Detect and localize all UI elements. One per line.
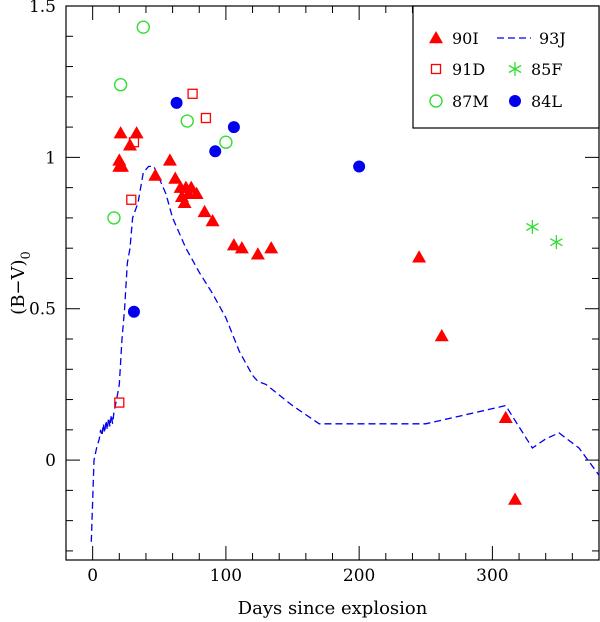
point-90I: [264, 241, 279, 254]
point-91D: [128, 137, 140, 148]
point-91D: [200, 112, 212, 124]
legend-label-90I: 90I: [452, 29, 479, 48]
legend-label-87M: 87M: [452, 92, 489, 111]
point-85F: [549, 235, 563, 250]
point-90I: [113, 126, 128, 139]
point-87M: [180, 114, 194, 128]
x-tick-label: 0: [87, 566, 98, 586]
point-90I: [412, 250, 427, 263]
legend-label-91D: 91D: [452, 60, 485, 79]
point-90I: [226, 238, 241, 251]
y-axis-title-subscript: 0: [19, 251, 34, 259]
point-91D: [187, 88, 198, 99]
legend-label-93J: 93J: [539, 29, 566, 48]
point-90I: [434, 328, 449, 342]
point-90I: [114, 159, 129, 172]
point-90I: [162, 153, 177, 166]
legend-swatch-84L: [509, 95, 521, 107]
point-90I: [197, 204, 212, 218]
point-87M: [136, 20, 150, 34]
x-tick-label: 300: [476, 566, 508, 586]
x-tick-label: 100: [210, 566, 242, 586]
legend-swatch-90I: [429, 31, 443, 44]
point-85F: [525, 219, 539, 234]
point-90I: [148, 168, 163, 181]
point-90I: [184, 180, 199, 193]
point-87M: [113, 78, 128, 92]
y-axis-title-main: (B−V): [8, 259, 29, 314]
point-90I: [498, 410, 513, 423]
legend-swatch-87M: [429, 94, 443, 108]
legend-swatch-85F: [508, 62, 522, 76]
point-84L: [353, 160, 366, 173]
point-84L: [227, 121, 240, 134]
y-tick-label: 0.5: [29, 300, 56, 320]
x-tick-label: 200: [343, 566, 375, 586]
legend-box: [412, 5, 600, 129]
legend-label-85F: 85F: [531, 60, 562, 79]
x-axis-title: Days since explosion: [238, 598, 428, 619]
legend-label-84L: 84L: [531, 92, 562, 111]
point-90I: [205, 213, 220, 227]
point-87M: [107, 211, 121, 225]
point-87M: [219, 135, 233, 149]
y-tick-label: 1: [45, 148, 56, 168]
point-90I: [508, 492, 523, 505]
y-tick-label: 1.5: [29, 0, 56, 17]
series-93J-line: [90, 165, 600, 542]
point-90I: [168, 171, 183, 184]
point-91D: [114, 397, 125, 408]
point-90I: [129, 126, 144, 139]
point-90I: [189, 186, 204, 199]
point-90I: [234, 241, 249, 254]
point-84L: [170, 96, 183, 109]
point-90I: [177, 195, 192, 209]
point-84L: [209, 145, 222, 158]
y-axis-title: (B−V)0: [8, 251, 34, 315]
legend-swatch-91D: [430, 63, 442, 75]
point-91D: [126, 194, 137, 205]
y-tick-label: 0: [45, 451, 56, 471]
point-84L: [127, 305, 140, 318]
point-90I: [250, 247, 265, 260]
